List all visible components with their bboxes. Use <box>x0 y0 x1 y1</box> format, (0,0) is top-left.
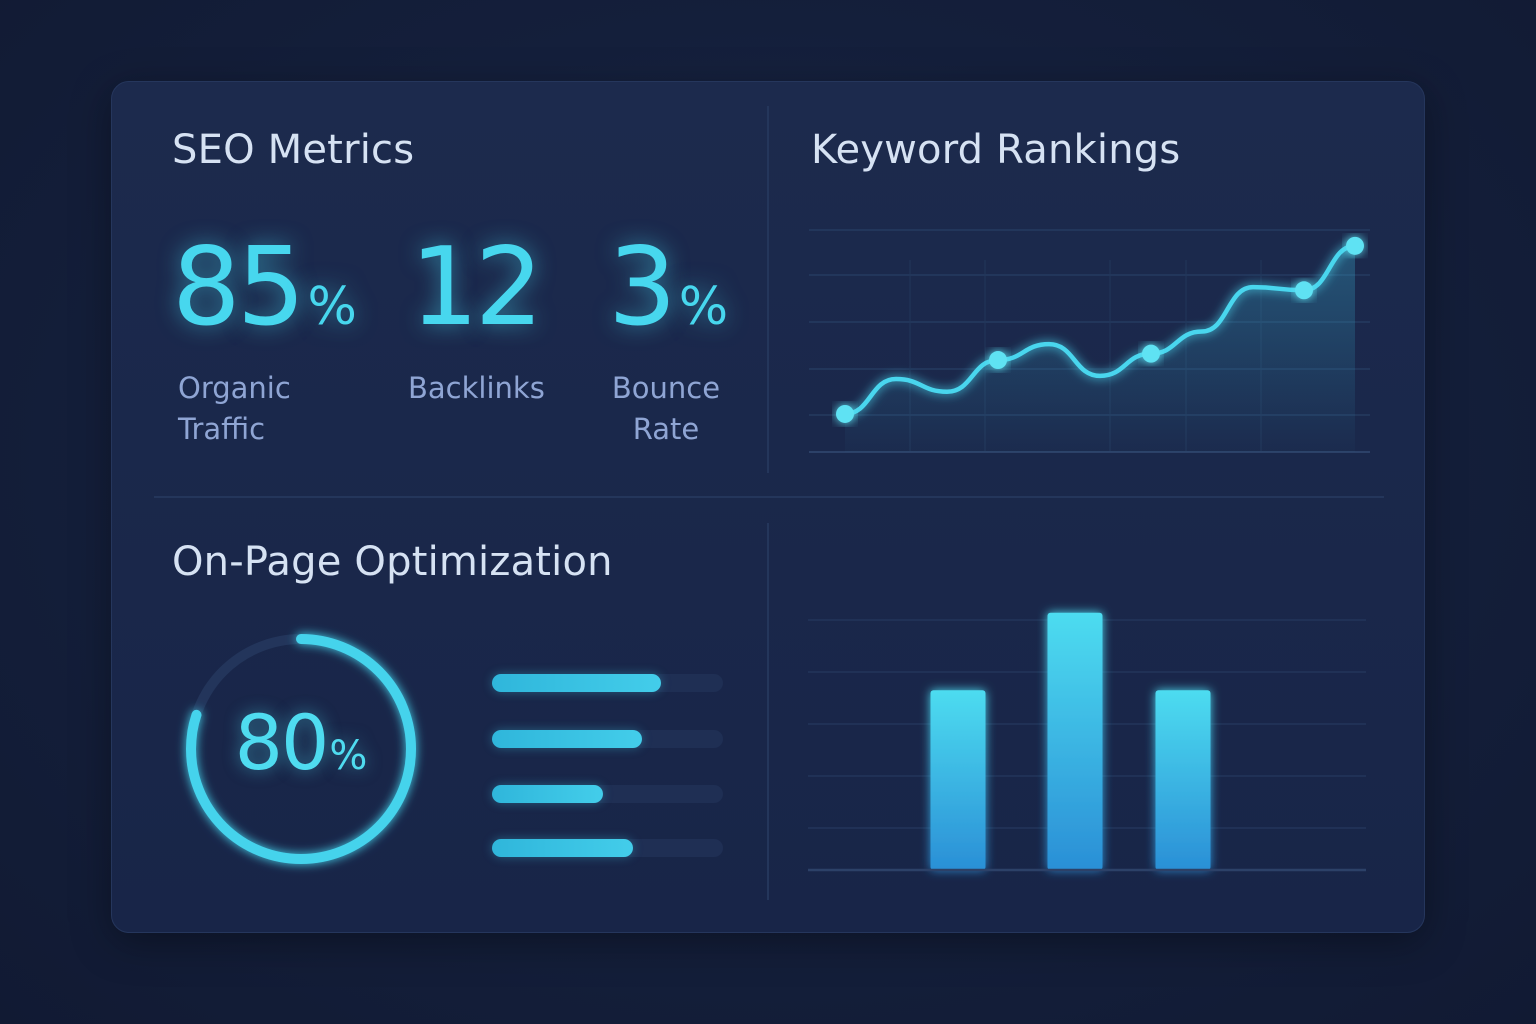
keyword-rankings-chart <box>809 229 1370 453</box>
optimization-score-value: 80% <box>234 698 368 787</box>
optimization-bar-fill <box>492 839 633 857</box>
section-divider-horizontal <box>154 496 1384 498</box>
keyword-rankings-title: Keyword Rankings <box>811 127 1181 173</box>
backlinks-label: Backlinks <box>408 371 545 405</box>
organic-traffic-value: 85% <box>172 225 357 350</box>
optimization-bar-fill <box>492 785 603 803</box>
bounce-rate-label: Bounce Rate <box>611 371 721 446</box>
optimization-bar-fill <box>492 730 643 748</box>
line-point <box>989 351 1007 370</box>
bar-chart <box>808 612 1366 872</box>
line-point <box>836 404 854 423</box>
optimization-bar-track <box>492 785 723 803</box>
line-area <box>845 245 1355 452</box>
bar <box>1047 612 1103 870</box>
bar <box>930 690 986 870</box>
seo-metrics-title: SEO Metrics <box>172 127 415 173</box>
on-page-optimization-title: On-Page Optimization <box>172 539 613 585</box>
section-divider-vertical-bottom <box>767 523 769 900</box>
line-point <box>1346 236 1364 255</box>
backlinks-value: 12 <box>410 225 543 350</box>
bar <box>1155 690 1211 870</box>
line-point <box>1142 344 1160 363</box>
score-ring-progress <box>186 634 416 864</box>
line-series <box>844 243 1356 417</box>
section-divider-vertical-top <box>767 106 769 473</box>
optimization-bar-track <box>492 730 723 748</box>
optimization-bar-fill <box>492 674 661 692</box>
optimization-bar-track <box>492 674 723 692</box>
optimization-bar-track <box>492 839 723 857</box>
organic-traffic-label: Organic Traffic <box>178 371 291 446</box>
line-point <box>1295 281 1313 300</box>
bounce-rate-value: 3% <box>608 225 729 350</box>
